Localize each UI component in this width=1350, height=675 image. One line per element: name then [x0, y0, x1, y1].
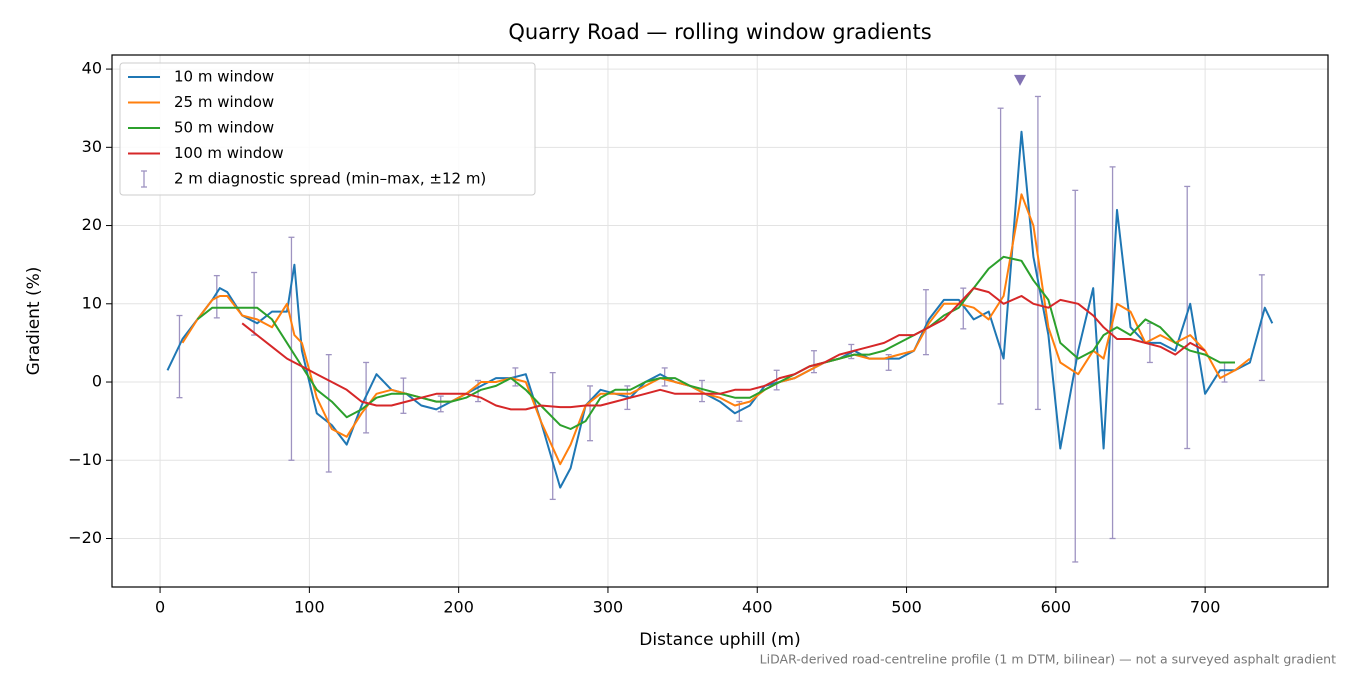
legend-label: 50 m window: [174, 119, 274, 137]
x-axis-label: Distance uphill (m): [639, 630, 800, 650]
chart-title: Quarry Road — rolling window gradients: [508, 20, 931, 44]
legend: 10 m window 25 m window 50 m window 100 m w…: [119, 62, 536, 196]
x-tick-label: 700: [1190, 598, 1221, 617]
footnote: LiDAR-derived road-centreline profile (1…: [760, 652, 1336, 667]
y-tick-label: 40: [82, 59, 102, 78]
series-line: [196, 255, 1235, 430]
error-bar: [176, 314, 183, 399]
error-bar: [1072, 189, 1079, 563]
error-bar: [400, 377, 407, 414]
x-tick-label: 500: [891, 598, 922, 617]
legend-box: [119, 62, 536, 196]
x-tick-label: 0: [155, 598, 165, 617]
x-tick-label: 200: [443, 598, 474, 617]
legend-label: 25 m window: [174, 93, 274, 111]
error-bar: [699, 379, 706, 403]
peak-marker: [1014, 74, 1027, 86]
x-tick-label: 300: [593, 598, 624, 617]
error-bar: [960, 287, 967, 330]
error-bar: [1109, 166, 1116, 540]
legend-label: 2 m diagnostic spread (min–max, ±12 m): [174, 170, 486, 188]
y-axis-label: Gradient (%): [24, 267, 44, 376]
x-tick-label: 100: [294, 598, 325, 617]
y-tick-label: 0: [92, 372, 102, 391]
error-bar: [549, 371, 556, 501]
error-bar: [325, 353, 332, 473]
error-bar: [997, 107, 1004, 405]
legend-label: 10 m window: [174, 68, 274, 86]
y-tick-label: 10: [82, 293, 102, 312]
x-tick-label: 600: [1041, 598, 1072, 617]
y-tick-label: 20: [82, 215, 102, 234]
error-bar: [1184, 185, 1191, 450]
x-tick-label: 400: [742, 598, 773, 617]
y-tick-label: 30: [82, 137, 102, 156]
y-tick-label: −20: [68, 528, 102, 547]
plot-frame: [111, 54, 1329, 588]
error-bar: [437, 395, 444, 413]
y-tick-label: −10: [68, 450, 102, 469]
error-bar: [1258, 274, 1265, 382]
series-line: [241, 287, 1206, 411]
legend-label: 100 m window: [174, 144, 284, 162]
error-bar: [922, 289, 929, 356]
